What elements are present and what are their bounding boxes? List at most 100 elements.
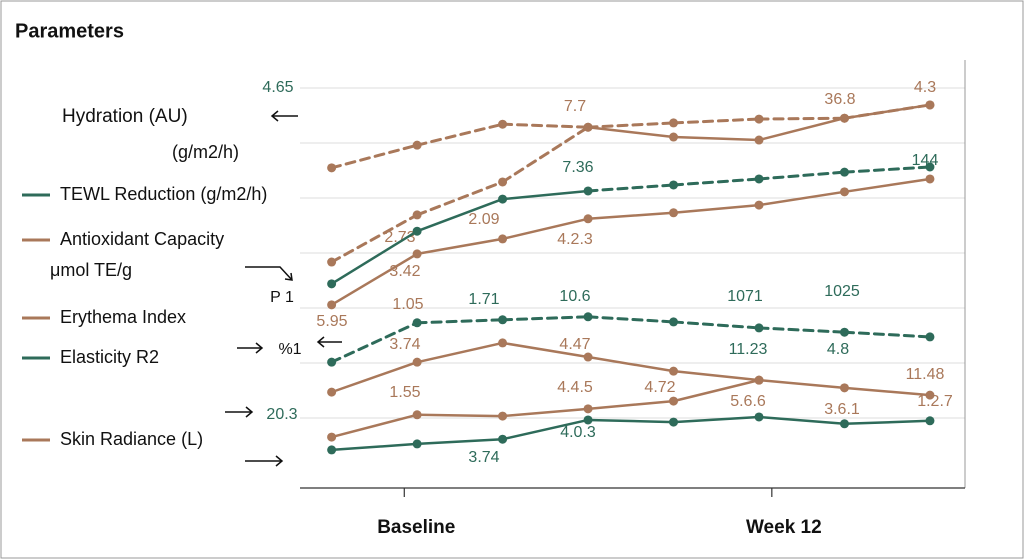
annotation: 4.3 (914, 79, 936, 96)
annotation: 10.6 (559, 288, 590, 305)
data-point (327, 257, 337, 267)
annotation: 1025 (824, 283, 860, 300)
annotation: 3.74 (468, 449, 499, 466)
line-segment (586, 418, 675, 424)
line-segment (415, 437, 504, 446)
line-segment (415, 413, 504, 418)
data-point (839, 187, 849, 197)
data-point (498, 177, 508, 187)
data-point (754, 375, 764, 385)
data-point (669, 396, 679, 406)
data-point (412, 249, 422, 259)
annotation: 20.3 (266, 406, 297, 423)
legend-item: (g/m2/h) (172, 142, 239, 162)
legend-item: Antioxidant Capacity (22, 229, 224, 249)
data-point (412, 226, 422, 236)
data-point (583, 312, 593, 322)
annotation: 7.7 (564, 98, 586, 115)
annotation: 4.47 (559, 336, 590, 353)
data-point (412, 357, 422, 367)
data-point (583, 415, 593, 425)
line-segment (672, 177, 761, 187)
series (327, 375, 764, 442)
line-segment (330, 252, 419, 307)
line-segment (586, 125, 675, 139)
line-segment (842, 330, 932, 339)
data-point (839, 113, 849, 123)
line-segment (330, 321, 419, 364)
line-segment (672, 369, 761, 382)
annotation: 4.4.5 (557, 379, 593, 396)
annotation: 4.2.3 (557, 231, 593, 248)
line-segment (672, 378, 761, 403)
line-segment (757, 326, 846, 334)
data-point (925, 332, 935, 342)
line-segment (415, 197, 504, 233)
data-point (754, 114, 764, 124)
data-point (498, 234, 508, 244)
legend-label: Elasticity R2 (60, 347, 159, 367)
arrows (225, 110, 342, 467)
line-segment (501, 122, 590, 129)
annotation: P 1 (270, 289, 294, 306)
annotation: 36.8 (824, 91, 855, 108)
arrow (245, 455, 284, 467)
line-segment (501, 315, 590, 322)
line-segment (415, 122, 505, 147)
data-point (583, 122, 593, 132)
line-segment (757, 415, 846, 426)
line-segment (415, 318, 505, 325)
data-point (669, 208, 679, 218)
annotations: 4.65 7.7 36.8 4.3 7.36 144 2.73 2.09 4.2… (262, 79, 952, 466)
grid (300, 60, 966, 489)
annotation: 2.09 (468, 211, 499, 228)
line-segment (586, 315, 676, 324)
data-point (412, 210, 422, 220)
annotation: %1 (278, 341, 301, 358)
arrow (225, 406, 254, 418)
data-point (412, 410, 422, 420)
data-point (754, 200, 764, 210)
line-segment (501, 217, 590, 241)
line-segment (330, 143, 419, 170)
data-point (669, 366, 679, 376)
line-segment (586, 121, 676, 129)
legend-label: μmol TE/g (50, 260, 132, 280)
line-segment (757, 190, 846, 207)
arrow (270, 110, 298, 122)
legend-label: Erythema Index (60, 307, 186, 327)
legend-label: TEWL Reduction (g/m2/h) (60, 184, 267, 204)
line-segment (501, 341, 590, 359)
data-point (669, 132, 679, 142)
data-point (754, 323, 764, 333)
x-tick-label: Week 12 (746, 517, 822, 538)
data-point (754, 135, 764, 145)
data-point (839, 327, 849, 337)
data-point (412, 140, 422, 150)
data-point (498, 119, 508, 129)
data-point (583, 214, 593, 224)
line-segment (672, 135, 761, 142)
annotation: 1071 (727, 288, 763, 305)
annotation: 11.48 (906, 366, 945, 383)
annotation: 11.23 (729, 341, 768, 358)
data-point (498, 315, 508, 325)
line-segment (501, 418, 590, 441)
data-point (925, 174, 935, 184)
data-point (327, 445, 337, 455)
annotation: 1.05 (392, 296, 423, 313)
annotation: 1.2.7 (917, 393, 953, 410)
annotation: 1.55 (389, 384, 420, 401)
data-point (925, 100, 935, 110)
legend-item: Elasticity R2 (22, 347, 159, 367)
line-segment (330, 413, 419, 439)
annotation: 4.72 (644, 379, 675, 396)
line-segment (757, 116, 846, 121)
series (327, 312, 935, 367)
legend-item: Skin Radiance (L) (22, 429, 203, 449)
line-segment (672, 203, 761, 215)
line-segment (415, 237, 504, 256)
data-point (412, 439, 422, 449)
annotation: 1.71 (468, 291, 499, 308)
